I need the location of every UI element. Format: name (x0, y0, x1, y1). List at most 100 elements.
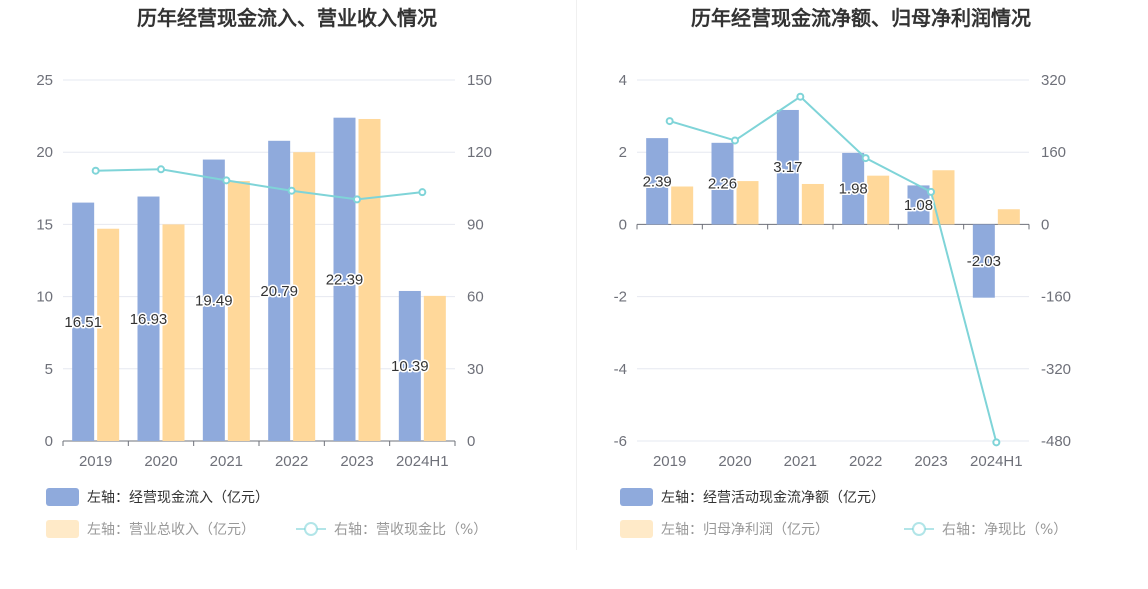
line-point (353, 195, 361, 204)
right-axis-tick-label: 0 (1041, 216, 1049, 233)
bar-1 (162, 224, 185, 441)
right-axis-tick-label: -480 (1041, 433, 1071, 450)
left-axis-tick-label: 5 (45, 361, 53, 378)
line-point (861, 154, 870, 163)
line-point (287, 186, 296, 195)
legend-label: 左轴：归母净利润（亿元） (661, 521, 829, 538)
bar-value-label: 1.98 (839, 181, 868, 198)
right-axis-tick-label: 320 (1041, 72, 1066, 89)
right-axis-tick-label: 60 (467, 289, 484, 306)
bar-1 (671, 186, 694, 225)
line-point (91, 166, 100, 175)
bar-0 (776, 109, 799, 225)
left-axis-tick-label: -6 (614, 433, 627, 450)
legend-swatch (46, 488, 79, 506)
chart-title: 历年经营现金流入、营业收入情况 (137, 6, 437, 30)
line-point (927, 187, 935, 196)
bar-value-label: 16.51 (64, 314, 102, 331)
bar-1 (227, 181, 250, 441)
bar-0 (398, 290, 421, 441)
chart-title: 历年经营现金流净额、归母净利润情况 (691, 6, 1031, 30)
left-axis-tick-label: -2 (614, 289, 627, 306)
line-point (222, 176, 231, 185)
left-axis-tick-label: 15 (36, 216, 53, 233)
left-axis-tick-label: 4 (619, 72, 627, 89)
line-point (665, 117, 674, 126)
category-label: 2021 (784, 453, 817, 470)
left-axis-tick-label: 2 (619, 144, 627, 161)
legend-swatch (620, 488, 653, 506)
bar-0 (907, 185, 930, 225)
bar-1 (736, 181, 759, 225)
category-label: 2024H1 (396, 453, 449, 470)
bar-0 (268, 140, 291, 441)
bar-0 (646, 138, 669, 225)
legend-label: 右轴：净现比（%） (942, 522, 1067, 538)
right-axis-tick-label: 90 (467, 216, 484, 233)
chart-panel-net-cash-profit: 历年经营现金流净额、归母净利润情况 -6 -480 -4 -320 -2 -160 0 0 2 16… (574, 0, 1148, 589)
line-point (157, 165, 165, 174)
right-axis-tick-label: 150 (467, 72, 492, 89)
left-axis-tick-label: 0 (619, 216, 627, 233)
bar-value-label: 10.39 (391, 358, 429, 375)
bar-value-label: 2.39 (643, 173, 672, 190)
legend-swatch (46, 520, 79, 538)
chart-cash-inflow-revenue: 历年经营现金流入、营业收入情况 0 0 5 30 10 60 15 90 20 120 25 150 20… (36, 6, 492, 538)
left-axis-tick-label: -4 (614, 361, 627, 378)
right-axis-tick-label: 160 (1041, 144, 1066, 161)
left-axis-tick-label: 20 (36, 144, 53, 161)
category-label: 2020 (718, 453, 751, 470)
bar-value-label: 19.49 (195, 292, 233, 309)
left-axis-tick-label: 25 (36, 72, 53, 89)
right-axis-tick-label: 0 (467, 433, 475, 450)
bar-1 (423, 295, 446, 441)
bar-0 (137, 196, 160, 441)
bar-1 (97, 228, 120, 441)
line-point (992, 438, 1001, 447)
chart-net-cash-profit: 历年经营现金流净额、归母净利润情况 -6 -480 -4 -320 -2 -160 0 0 2 16… (614, 6, 1071, 538)
left-axis-tick-label: 10 (36, 289, 53, 306)
category-label: 2023 (914, 453, 947, 470)
category-label: 2023 (340, 453, 373, 470)
category-label: 2019 (653, 453, 686, 470)
bar-value-label: 3.17 (773, 159, 802, 176)
bar-1 (293, 152, 316, 441)
bar-1 (867, 175, 890, 225)
bar-value-label: 1.08 (904, 197, 933, 214)
bar-1 (801, 183, 824, 225)
legend-line-marker (304, 522, 318, 536)
bar-0 (972, 224, 995, 298)
category-label: 2022 (275, 453, 308, 470)
chart-panel-cash-inflow-revenue: 历年经营现金流入、营业收入情况 0 0 5 30 10 60 15 90 20 120 25 150 20… (36, 6, 492, 538)
category-label: 2021 (210, 453, 243, 470)
legend-label: 左轴：经营现金流入（亿元） (87, 490, 269, 506)
bar-0 (202, 159, 225, 442)
legend-line-marker (912, 522, 926, 536)
line-point (418, 188, 427, 197)
legend-label: 右轴：营收现金比（%） (334, 522, 487, 538)
bar-0 (842, 152, 865, 225)
line-series-2 (669, 95, 998, 443)
bar-value-label: -2.03 (967, 253, 1001, 270)
bar-0 (72, 202, 95, 441)
line-point (731, 136, 739, 145)
right-axis-tick-label: -160 (1041, 289, 1071, 306)
left-axis-tick-label: 0 (45, 433, 53, 450)
right-axis-tick-label: 120 (467, 144, 492, 161)
category-label: 2024H1 (970, 453, 1023, 470)
category-label: 2019 (79, 453, 112, 470)
bar-value-label: 22.39 (326, 271, 364, 288)
bar-value-label: 2.26 (708, 176, 737, 193)
bar-1 (997, 209, 1020, 225)
bar-1 (932, 170, 955, 225)
legend-swatch (620, 520, 653, 538)
right-axis-tick-label: 30 (467, 361, 484, 378)
bar-value-label: 16.93 (130, 311, 168, 328)
legend-label: 左轴：经营活动现金流净额（亿元） (661, 490, 885, 506)
category-label: 2022 (849, 453, 882, 470)
line-point (796, 92, 805, 101)
bar-0 (711, 142, 734, 225)
line-series-2 (95, 168, 423, 201)
category-label: 2020 (144, 453, 177, 470)
bar-value-label: 20.79 (260, 283, 298, 300)
